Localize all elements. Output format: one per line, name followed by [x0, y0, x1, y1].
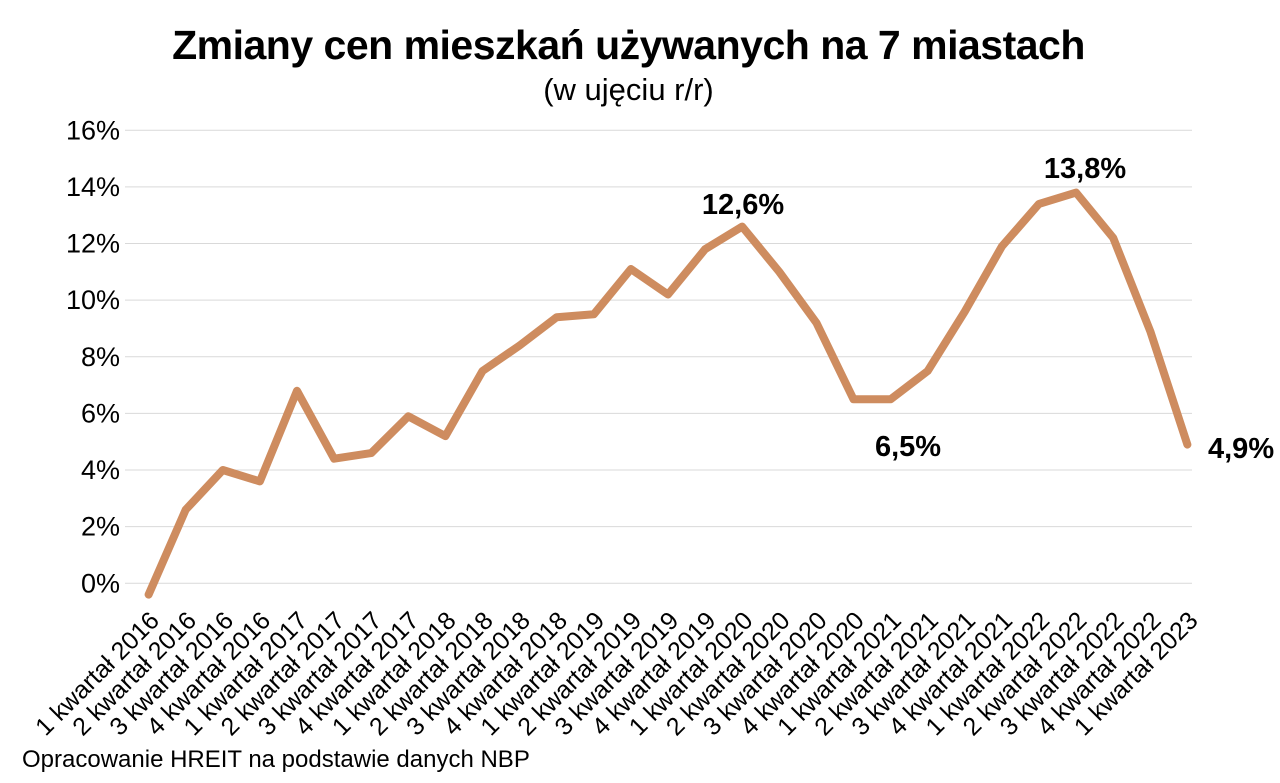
y-axis-tick-label: 6% [81, 398, 120, 428]
y-axis-tick-label: 16% [66, 115, 120, 145]
chart-subtitle: (w ujęciu r/r) [543, 72, 714, 107]
chart-title: Zmiany cen mieszkań używanych na 7 miast… [172, 22, 1085, 68]
data-point-label: 6,5% [875, 431, 941, 463]
source-note: Opracowanie HREIT na podstawie danych NB… [22, 746, 530, 773]
price-change-line [144, 188, 1192, 599]
data-point-label: 13,8% [1044, 153, 1126, 185]
y-axis-tick-label: 8% [81, 342, 120, 372]
y-axis-tick-label: 0% [81, 568, 120, 598]
y-axis-tick-label: 10% [66, 285, 120, 315]
y-axis-tick-label: 12% [66, 229, 120, 259]
data-point-label: 4,9% [1208, 433, 1274, 465]
y-axis-tick-label: 4% [81, 455, 120, 485]
y-axis-tick-label: 14% [66, 172, 120, 202]
data-point-label: 12,6% [702, 189, 784, 221]
y-axis-tick-label: 2% [81, 512, 120, 542]
